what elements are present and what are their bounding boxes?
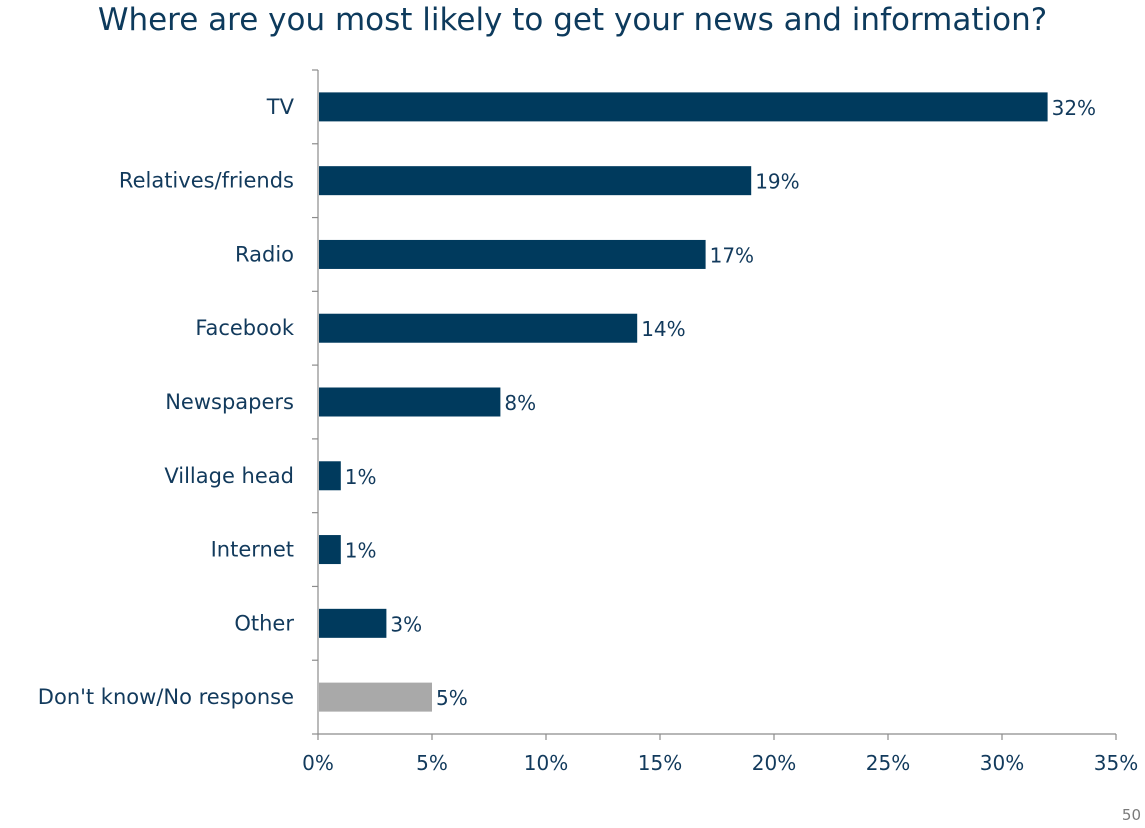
x-tick-label: 10%	[524, 751, 568, 775]
value-label: 8%	[504, 391, 536, 415]
category-label: Radio	[235, 242, 294, 266]
x-tick-label: 0%	[302, 751, 334, 775]
bar	[319, 461, 341, 490]
bar	[319, 609, 386, 638]
bar	[319, 535, 341, 564]
x-tick-label: 20%	[752, 751, 796, 775]
bar	[319, 240, 706, 269]
value-label: 17%	[710, 243, 754, 267]
page-number: 50	[1122, 806, 1141, 824]
x-tick-label: 35%	[1094, 751, 1138, 775]
value-label: 14%	[641, 317, 685, 341]
x-tick-label: 30%	[980, 751, 1024, 775]
category-label: Other	[234, 611, 294, 635]
category-label: Relatives/friends	[119, 169, 294, 193]
value-label: 1%	[345, 539, 377, 563]
category-label: Don't know/No response	[38, 685, 294, 709]
category-label: TV	[266, 95, 295, 119]
value-label: 3%	[390, 612, 422, 636]
x-tick-label: 5%	[416, 751, 448, 775]
category-label: Village head	[164, 464, 294, 488]
category-label: Facebook	[195, 316, 295, 340]
value-label: 32%	[1052, 96, 1096, 120]
bar	[319, 314, 637, 343]
bar	[319, 166, 751, 195]
category-label: Internet	[211, 538, 294, 562]
bar	[319, 388, 500, 417]
value-label: 1%	[345, 465, 377, 489]
category-label: Newspapers	[165, 390, 294, 414]
value-label: 5%	[436, 686, 468, 710]
x-tick-label: 15%	[638, 751, 682, 775]
x-tick-label: 25%	[866, 751, 910, 775]
bar	[319, 683, 432, 712]
value-label: 19%	[755, 170, 799, 194]
bar	[319, 92, 1048, 121]
